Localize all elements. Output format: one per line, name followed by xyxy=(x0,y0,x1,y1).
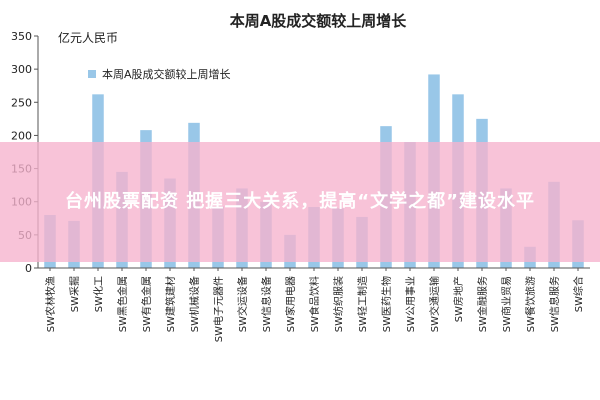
x-tick-label: SW交通运输 xyxy=(428,276,441,332)
x-tick-label: SW医药生物 xyxy=(380,276,393,332)
x-tick-label: SW黑色金属 xyxy=(116,276,129,332)
x-tick-label: SW交运设备 xyxy=(236,276,249,332)
x-tick-group: SW农林牧渔 SW采掘 SW化工 SW黑色金属 SW有色金属 SW建筑建材 SW机械设备 SW… xyxy=(44,268,585,342)
banner-text: 台州股票配资 把握三大关系，提高“文学之都”建设水平 xyxy=(65,191,535,212)
y-tick-label: 0 xyxy=(25,262,32,275)
x-tick-label: SW公用事业 xyxy=(404,276,417,332)
overlay-banner: 台州股票配资 把握三大关系，提高“文学之都”建设水平 xyxy=(0,142,600,262)
legend: 本周A股成交额较上周增长 xyxy=(88,67,231,81)
x-tick-label: SW餐饮旅游 xyxy=(524,276,537,332)
x-tick-label: SW食品饮料 xyxy=(308,276,321,332)
chart-title: 本周A股成交额较上周增长 xyxy=(230,12,408,30)
legend-swatch xyxy=(88,70,96,78)
x-tick-label: SW商业贸易 xyxy=(500,276,513,332)
x-tick-label: SW轻工制造 xyxy=(356,276,369,332)
x-tick-label: SW纺织服装 xyxy=(332,276,345,332)
x-tick-label: SW机械设备 xyxy=(188,276,201,332)
x-tick-label: SW电子元器件 xyxy=(212,276,225,342)
x-tick-label: SW农林牧渔 xyxy=(44,276,57,332)
x-tick-label: SW化工 xyxy=(92,276,105,312)
x-tick-label: SW信息服务 xyxy=(548,276,561,332)
y-tick-label: 300 xyxy=(11,63,32,76)
x-tick-label: SW金融服务 xyxy=(476,276,489,332)
y-tick-label: 200 xyxy=(11,129,32,142)
x-tick-label: SW综合 xyxy=(572,276,585,312)
x-tick-label: SW信息设备 xyxy=(260,276,273,332)
legend-label: 本周A股成交额较上周增长 xyxy=(102,67,231,81)
x-tick-label: SW房地产 xyxy=(452,276,465,322)
y-axis-label: 亿元人民币 xyxy=(58,30,118,45)
y-tick-label: 350 xyxy=(11,30,32,43)
y-tick-label: 250 xyxy=(11,96,32,109)
x-tick-label: SW建筑建材 xyxy=(164,276,177,332)
x-tick-label: SW家用电器 xyxy=(284,276,297,332)
x-tick-label: SW采掘 xyxy=(68,276,81,312)
x-tick-label: SW有色金属 xyxy=(140,276,153,332)
